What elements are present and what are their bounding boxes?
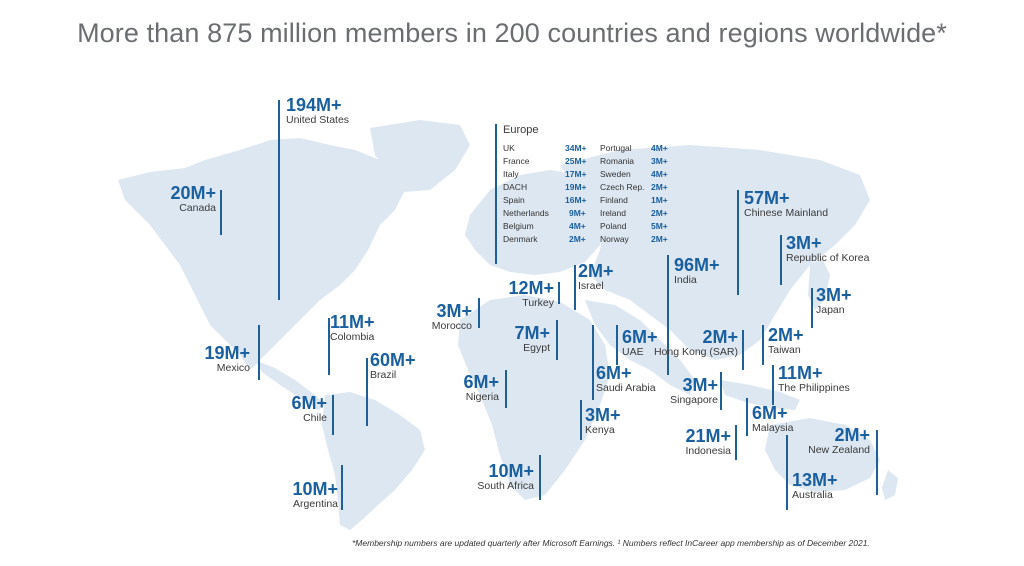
europe-row: Czech Rep. 2M+	[600, 182, 668, 192]
label-br: 60M+ Brazil	[370, 350, 416, 381]
europe-row: Netherlands 9M+	[503, 208, 586, 218]
japan-shape	[808, 258, 830, 310]
europe-row: Norway 2M+	[600, 234, 668, 244]
north-america-shape	[118, 138, 405, 370]
europe-row: Finland 1M+	[600, 195, 668, 205]
label-tw: 2M+ Taiwan	[768, 325, 804, 356]
leader-line-ma	[478, 298, 480, 328]
leader-line-ph	[772, 365, 774, 405]
label-nz: 2M+ New Zealand	[808, 425, 870, 456]
leader-line-ca	[220, 190, 222, 235]
label-ca: 20M+ Canada	[170, 183, 216, 214]
leader-line-cn	[737, 190, 739, 295]
label-co: 11M+ Colombia	[330, 312, 375, 343]
leader-line-hk	[742, 330, 744, 370]
label-tr: 12M+ Turkey	[508, 278, 554, 309]
leader-line-us	[278, 100, 280, 300]
europe-row: Romania 3M+	[600, 156, 668, 166]
label-ar: 10M+ Argentina	[292, 479, 338, 510]
label-cn: 57M+ Chinese Mainland	[744, 188, 829, 219]
new-zealand-shape	[882, 470, 898, 500]
label-cl: 6M+ Chile	[291, 393, 327, 424]
leader-line-ar	[341, 465, 343, 510]
page-title: More than 875 million members in 200 cou…	[77, 18, 947, 48]
footnote: *Membership numbers are updated quarterl…	[352, 538, 870, 548]
europe-heading: Europe	[503, 124, 539, 136]
leader-line-ke	[580, 400, 582, 440]
label-my: 6M+ Malaysia	[752, 403, 794, 434]
leader-line-ng	[505, 370, 507, 408]
leader-line-nz	[876, 430, 878, 495]
se-asia-shape	[720, 380, 800, 410]
australia-shape	[765, 418, 880, 492]
europe-row: UK 34M+	[503, 143, 587, 153]
label-mx: 19M+ Mexico	[204, 343, 250, 374]
leader-line-sa	[592, 325, 594, 400]
europe-row: Portugal 4M+	[600, 143, 668, 153]
label-eg: 7M+ Egypt	[514, 323, 550, 354]
europe-row: France 25M+	[503, 156, 587, 166]
label-au: 13M+ Australia	[792, 470, 838, 501]
africa-shape	[458, 295, 610, 500]
leader-line-co	[328, 318, 330, 375]
label-jp: 3M+ Japan	[816, 285, 852, 316]
central-america-shape	[255, 360, 325, 410]
leader-line-sg	[720, 372, 722, 410]
leader-line-il	[574, 265, 576, 310]
leader-line-ae	[616, 325, 618, 365]
label-ph: 11M+ The Philippines	[778, 363, 850, 394]
leader-line-au	[786, 435, 788, 510]
europe-col-2: Portugal 4M+ Romania 3M+ Sweden 4M+ Czech R…	[600, 143, 680, 247]
asia-shape	[560, 145, 870, 360]
leader-line-europe	[495, 124, 497, 264]
greenland-shape	[370, 120, 470, 192]
label-in: 96M+ India	[674, 255, 720, 286]
leader-line-tw	[762, 325, 764, 365]
europe-row: Italy 17M+	[503, 169, 587, 179]
label-za: 10M+ South Africa	[477, 461, 534, 492]
europe-row: Ireland 2M+	[600, 208, 668, 218]
europe-table: Europe UK 34M+ France 25M+ Italy 17M+ DACH 1…	[503, 124, 668, 244]
europe-col-1: UK 34M+ France 25M+ Italy 17M+ DACH 19M+ Spa…	[503, 143, 589, 247]
leader-line-kr	[780, 235, 782, 285]
leader-line-za	[539, 455, 541, 500]
europe-row: Denmark 2M+	[503, 234, 586, 244]
leader-line-jp	[811, 288, 813, 328]
europe-row: Sweden 4M+	[600, 169, 668, 179]
south-america-shape	[322, 392, 425, 530]
label-ae: 6M+ UAE	[622, 327, 658, 358]
leader-line-id	[735, 425, 737, 460]
europe-row: DACH 19M+	[503, 182, 587, 192]
leader-line-eg	[556, 320, 558, 360]
label-ke: 3M+ Kenya	[585, 405, 621, 436]
label-us: 194M+ United States	[286, 95, 350, 126]
label-id: 21M+ Indonesia	[685, 426, 731, 457]
label-sg: 3M+ Singapore	[670, 375, 718, 406]
leader-line-cl	[332, 395, 334, 435]
label-ma: 3M+ Morocco	[431, 301, 472, 332]
europe-row: Belgium 4M+	[503, 221, 586, 231]
leader-line-mx	[258, 325, 260, 380]
europe-row: Spain 16M+	[503, 195, 587, 205]
label-ng: 6M+ Nigeria	[463, 372, 499, 403]
leader-line-in	[667, 255, 669, 375]
label-kr: 3M+ Republic of Korea	[786, 233, 870, 264]
label-hk: 2M+ Hong Kong (SAR)	[653, 327, 738, 358]
leader-line-my	[746, 398, 748, 436]
leader-line-br	[366, 358, 368, 426]
label-il: 2M+ Israel	[578, 261, 614, 292]
europe-row: Poland 5M+	[600, 221, 668, 231]
leader-line-tr	[558, 282, 560, 304]
label-sa: 6M+ Saudi Arabia	[596, 363, 656, 394]
europe-shape	[465, 170, 610, 275]
